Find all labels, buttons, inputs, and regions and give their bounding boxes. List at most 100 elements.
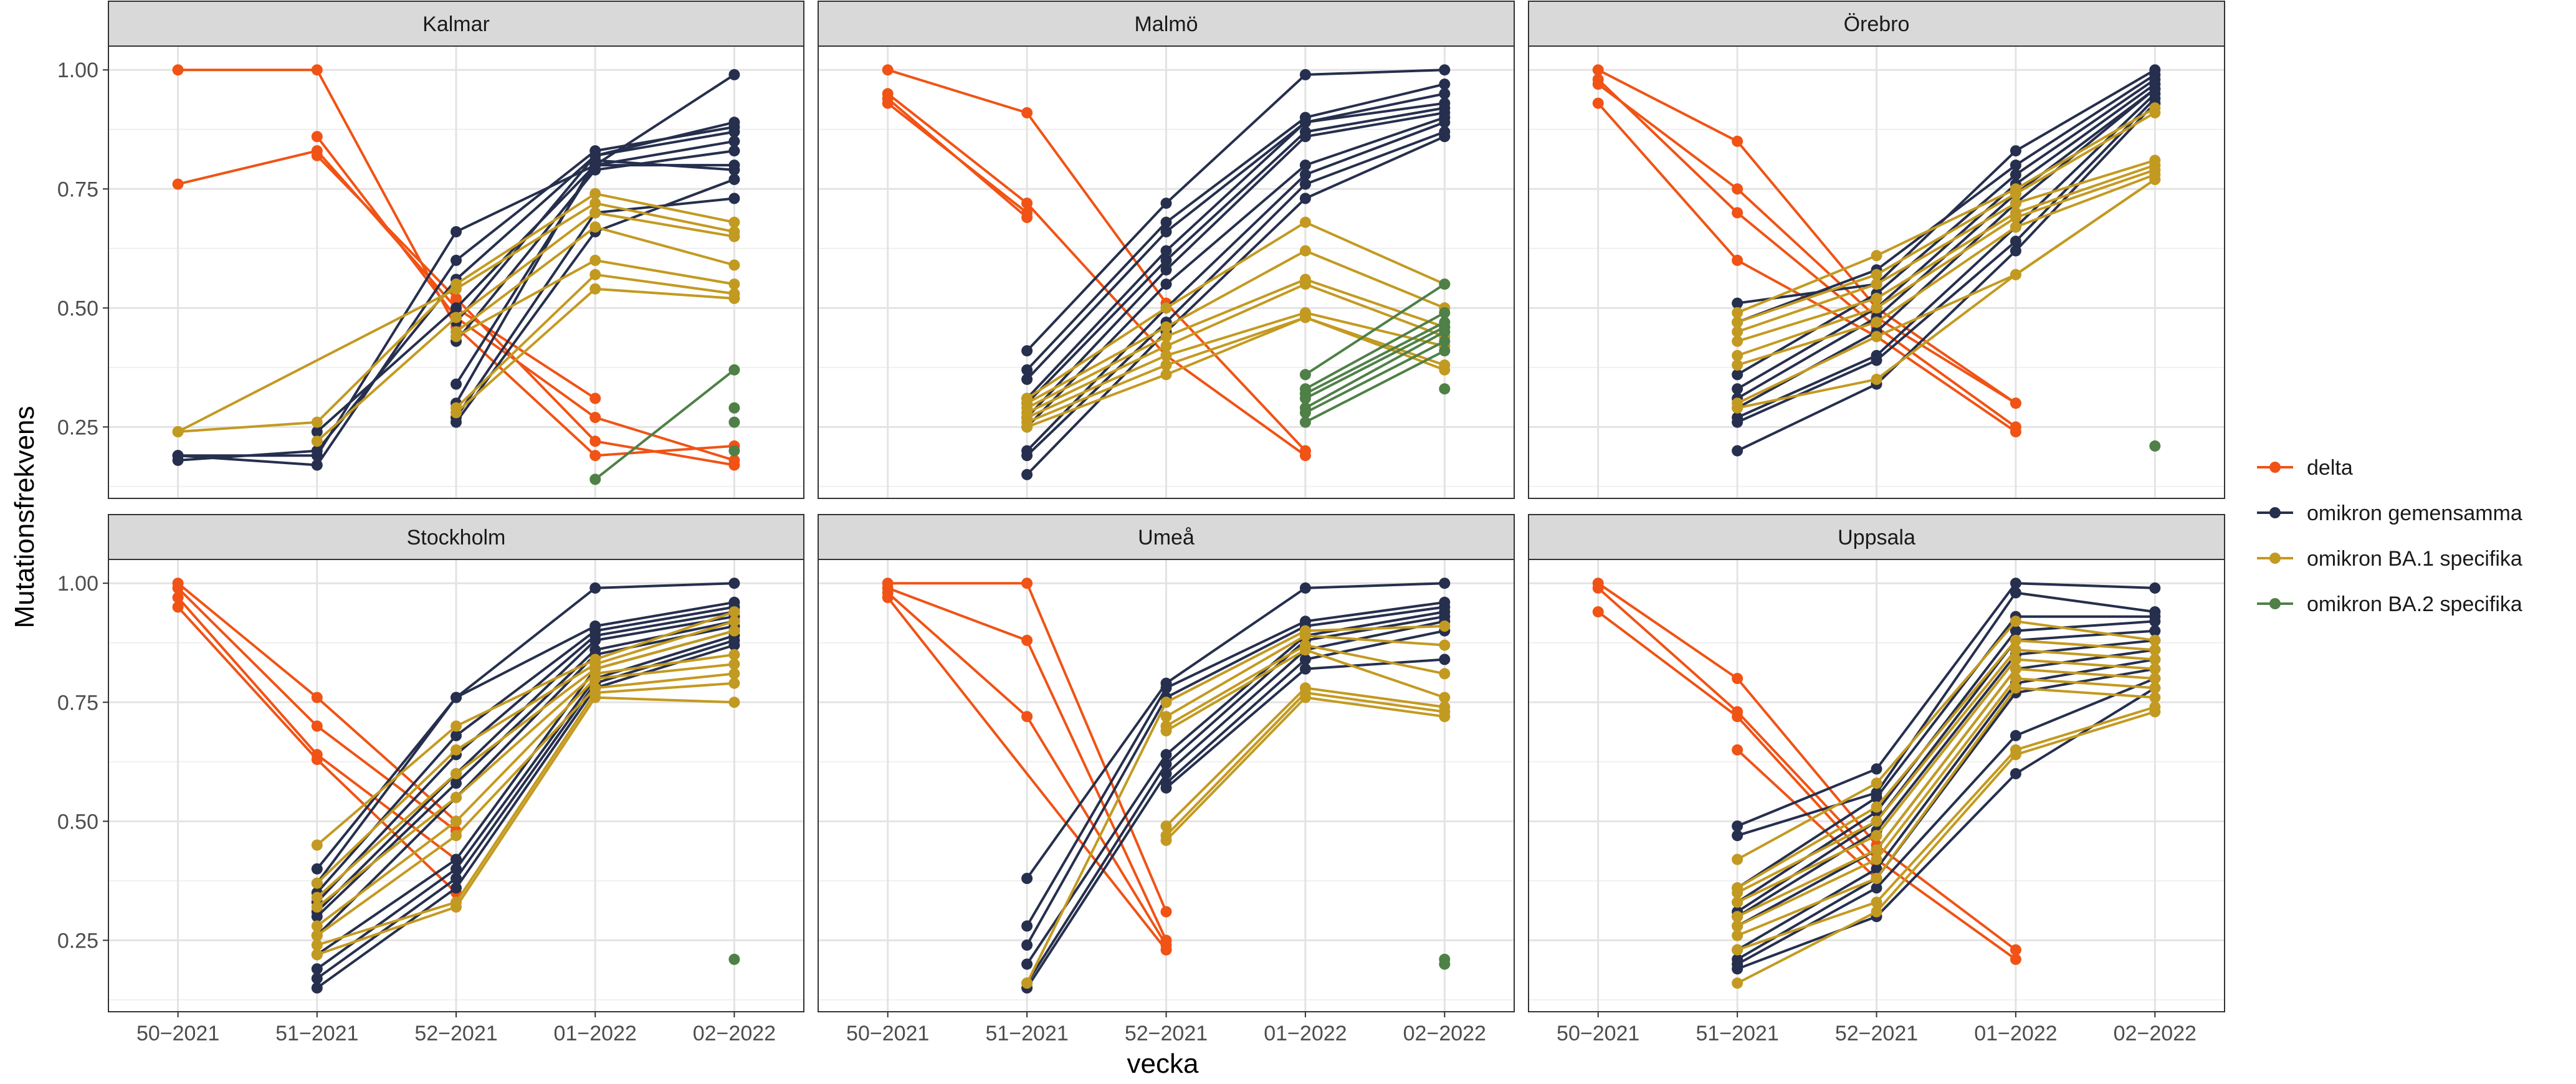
data-point	[1299, 159, 1311, 171]
data-point	[1732, 416, 1744, 428]
data-point	[2010, 145, 2021, 157]
data-point	[2010, 221, 2021, 233]
series-line	[1737, 667, 2155, 918]
data-point	[172, 592, 184, 604]
data-point	[1160, 768, 1172, 779]
series	[1021, 620, 1451, 989]
x-tick-label: 51−2021	[985, 1022, 1068, 1045]
data-point	[172, 454, 184, 466]
data-point	[451, 882, 462, 894]
data-point	[728, 416, 740, 428]
data-point	[1299, 278, 1311, 290]
data-point	[728, 216, 740, 228]
facet-strip	[108, 1, 804, 47]
series-line	[1737, 658, 2155, 904]
data-point	[1439, 654, 1451, 665]
data-point	[1871, 278, 1882, 290]
series-line	[1737, 677, 2155, 928]
data-point	[728, 164, 740, 176]
data-point	[451, 331, 462, 343]
series	[1021, 311, 1451, 433]
x-tick-label: 52−2021	[414, 1022, 497, 1045]
data-point	[728, 639, 740, 651]
data-point	[451, 293, 462, 304]
series-line	[1737, 615, 2155, 889]
series-line	[316, 155, 735, 467]
data-point	[1871, 815, 1882, 827]
series-line	[1737, 667, 2155, 961]
facet-strip	[818, 1, 1515, 47]
x-tick-label: 50−2021	[1557, 1022, 1639, 1045]
series-line	[316, 629, 735, 899]
data-point	[1592, 582, 1604, 594]
series	[728, 416, 740, 428]
data-point	[1021, 711, 1033, 723]
data-point	[451, 815, 462, 827]
series-line	[1026, 116, 1445, 428]
series-line	[1304, 311, 1446, 390]
data-point	[2010, 212, 2021, 224]
series	[1160, 644, 1451, 737]
y-tick-label: 0.50	[57, 297, 98, 320]
series-line	[887, 92, 1307, 457]
data-point	[1160, 278, 1172, 290]
data-point	[2010, 197, 2021, 209]
data-point	[728, 259, 740, 271]
data-point	[1732, 254, 1744, 266]
data-point	[2010, 587, 2021, 599]
data-point	[589, 254, 601, 266]
data-point	[728, 193, 740, 204]
data-point	[2149, 107, 2161, 118]
data-point	[2149, 663, 2161, 675]
series-line	[1026, 130, 1446, 457]
data-point	[311, 877, 323, 889]
data-point	[2149, 440, 2161, 452]
data-point	[451, 768, 462, 779]
legend-item: omikron BA.1 specifika	[2257, 547, 2522, 571]
series-line	[1737, 173, 2156, 366]
y-tick-label: 1.00	[57, 572, 98, 596]
data-point	[728, 174, 740, 185]
series-line	[316, 601, 735, 884]
data-point	[1732, 402, 1744, 414]
series-line	[316, 672, 735, 937]
data-point	[882, 97, 894, 109]
legend: delta omikron gemensamma omikron BA.1 spec…	[2257, 456, 2522, 616]
series-line	[1737, 83, 2156, 390]
facet-panel: Kalmar 0.25 0.50 0.75 1.00	[57, 1, 804, 499]
y-axis-title: Mutationsfrekvens	[9, 406, 40, 628]
data-point	[451, 901, 462, 913]
data-point	[1439, 383, 1451, 395]
data-point	[1732, 820, 1744, 832]
data-point	[311, 459, 323, 471]
series-line	[1737, 658, 2155, 951]
data-point	[1439, 620, 1451, 632]
data-point	[589, 188, 601, 199]
data-point	[2149, 673, 2161, 685]
data-point	[1021, 421, 1033, 433]
data-point	[451, 226, 462, 237]
data-point	[2010, 953, 2021, 965]
data-point	[2149, 644, 2161, 656]
data-point	[589, 673, 601, 685]
series-line	[1597, 83, 2016, 404]
data-point	[2010, 644, 2021, 656]
data-point	[1732, 349, 1744, 361]
data-point	[1732, 369, 1744, 381]
data-point	[1160, 245, 1172, 257]
data-point	[2149, 634, 2161, 646]
data-point	[172, 582, 184, 594]
legend-item: omikron gemensamma	[2257, 502, 2522, 525]
data-point	[172, 178, 184, 190]
series	[311, 135, 740, 437]
data-point	[2149, 692, 2161, 703]
series-line	[1026, 278, 1445, 409]
x-tick-label: 02−2022	[693, 1022, 776, 1045]
data-point	[1871, 873, 1882, 884]
data-point	[1299, 630, 1311, 642]
data-point	[1021, 197, 1033, 209]
series-line	[1737, 705, 2155, 951]
y-tick-label: 0.50	[57, 810, 98, 834]
data-point	[1439, 78, 1451, 90]
series	[1021, 578, 1451, 884]
